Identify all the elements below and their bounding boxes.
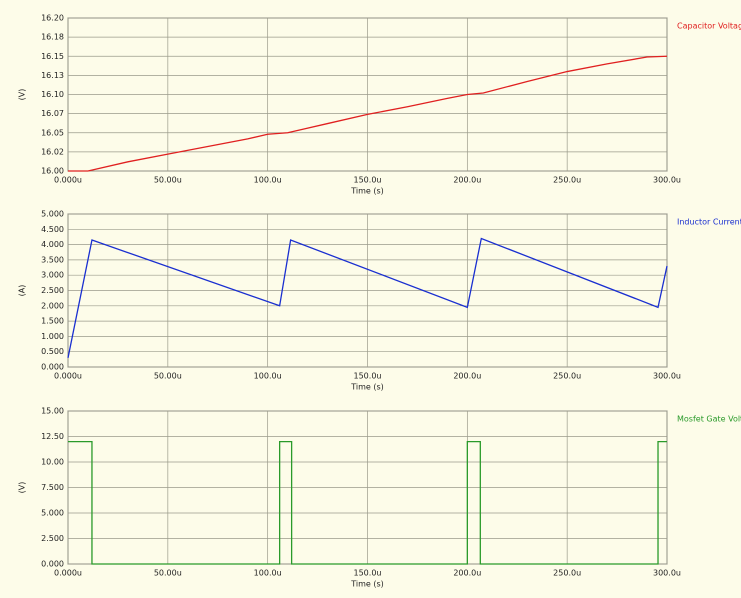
x-tick-label: 300.0u (653, 569, 681, 578)
x-tick-label: 100.0u (254, 372, 282, 381)
y-axis-label: (V) (18, 89, 27, 101)
x-tick-label: 150.0u (354, 176, 382, 185)
x-tick-label: 300.0u (653, 372, 681, 381)
y-tick-label: 15.00 (41, 407, 64, 416)
y-tick-label: 16.15 (41, 52, 64, 61)
y-tick-label: 2.500 (41, 286, 64, 295)
y-tick-label: 4.000 (41, 240, 64, 249)
x-tick-label: 200.0u (453, 569, 481, 578)
y-tick-label: 16.00 (41, 167, 64, 176)
y-tick-label: 16.05 (41, 128, 64, 137)
data-line (68, 440, 667, 565)
x-axis-label: Time (s) (350, 580, 384, 589)
x-tick-label: 100.0u (254, 569, 282, 578)
y-tick-label: 3.000 (41, 271, 64, 280)
x-tick-label: 150.0u (354, 372, 382, 381)
legend-label: Mosfet Gate Voltage (677, 415, 741, 424)
x-tick-label: 100.0u (254, 176, 282, 185)
legend-label: Capacitor Voltage (677, 22, 741, 31)
data-line (67, 237, 668, 358)
x-tick-label: 150.0u (354, 569, 382, 578)
y-tick-label: 16.02 (41, 147, 64, 156)
y-tick-label: 10.00 (41, 458, 64, 467)
y-tick-label: 0.500 (41, 347, 64, 356)
y-tick-label: 0.000 (41, 363, 64, 372)
x-tick-label: 0.000u (54, 372, 82, 381)
y-tick-label: 5.000 (41, 210, 64, 219)
y-tick-label: 0.000 (41, 560, 64, 569)
y-tick-label: 3.500 (41, 255, 64, 264)
y-tick-label: 16.13 (41, 71, 64, 80)
y-tick-label: 16.10 (41, 90, 64, 99)
x-tick-label: 200.0u (453, 372, 481, 381)
y-tick-label: 7.500 (41, 483, 64, 492)
x-tick-label: 0.000u (54, 569, 82, 578)
x-tick-label: 50.00u (154, 372, 182, 381)
y-axis-label: (V) (18, 482, 27, 494)
y-tick-label: 2.000 (41, 301, 64, 310)
x-tick-label: 250.0u (553, 372, 581, 381)
x-tick-label: 50.00u (154, 176, 182, 185)
x-tick-label: 250.0u (553, 176, 581, 185)
y-tick-label: 5.000 (41, 509, 64, 518)
y-tick-label: 1.500 (41, 317, 64, 326)
y-tick-label: 4.500 (41, 225, 64, 234)
y-tick-label: 16.20 (41, 14, 64, 23)
x-axis-label: Time (s) (350, 187, 384, 196)
y-axis-label: (A) (18, 285, 27, 297)
y-tick-label: 12.50 (41, 432, 64, 441)
y-tick-label: 1.000 (41, 332, 64, 341)
y-tick-label: 2.500 (41, 534, 64, 543)
x-tick-label: 50.00u (154, 569, 182, 578)
y-tick-label: 16.18 (41, 33, 64, 42)
x-tick-label: 200.0u (453, 176, 481, 185)
legend-label: Inductor Current (677, 218, 741, 227)
y-tick-label: 16.07 (41, 109, 64, 118)
x-tick-label: 0.000u (54, 176, 82, 185)
x-tick-label: 300.0u (653, 176, 681, 185)
data-line (68, 55, 668, 172)
x-tick-label: 250.0u (553, 569, 581, 578)
x-axis-label: Time (s) (350, 383, 384, 392)
